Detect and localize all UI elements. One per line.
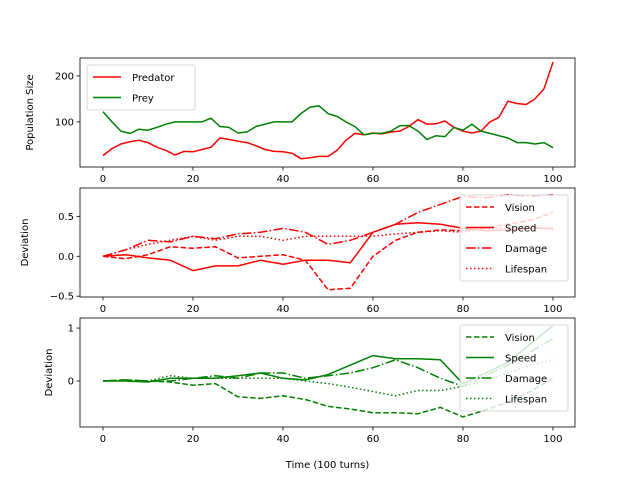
legend-label-lifespan: Lifespan bbox=[505, 265, 547, 276]
y-tick-label: −0.5 bbox=[50, 292, 74, 303]
y-tick-label: 0 bbox=[68, 376, 74, 387]
y-axis-label: Deviation bbox=[20, 219, 31, 267]
x-tick-label: 0 bbox=[100, 174, 106, 185]
x-tick-label: 100 bbox=[543, 304, 562, 315]
legend-label-vision: Vision bbox=[505, 203, 535, 214]
x-tick-label: 60 bbox=[367, 434, 380, 445]
x-tick-label: 100 bbox=[543, 434, 562, 445]
legend-label-vision: Vision bbox=[505, 333, 535, 344]
legend-label-speed: Speed bbox=[505, 224, 536, 235]
x-tick-label: 80 bbox=[457, 434, 470, 445]
x-tick-label: 20 bbox=[187, 434, 200, 445]
series-line-lifespan bbox=[102, 225, 554, 258]
x-tick-label: 100 bbox=[543, 174, 562, 185]
x-tick-label: 80 bbox=[457, 174, 470, 185]
y-tick-label: 1 bbox=[68, 324, 74, 335]
x-axis-label: Time (100 turns) bbox=[285, 460, 370, 471]
x-tick-label: 20 bbox=[187, 304, 200, 315]
subplot-2: 0 20 40 60 80 100 −0.5 0.0 0.5 Deviation Vision Spe… bbox=[20, 187, 576, 315]
legend: Vision Speed Damage Lifespan bbox=[459, 194, 569, 282]
x-tick-label: 0 bbox=[100, 434, 106, 445]
series-line-vision bbox=[102, 377, 554, 418]
legend-label-damage: Damage bbox=[505, 244, 547, 255]
y-axis-label: Population Size bbox=[25, 74, 36, 150]
x-tick-label: 40 bbox=[277, 174, 290, 185]
y-axis-label: Deviation bbox=[44, 349, 55, 397]
legend-label-prey: Prey bbox=[132, 94, 154, 105]
axes-frame bbox=[79, 57, 576, 168]
legend-frame bbox=[459, 324, 569, 412]
x-tick-label: 60 bbox=[367, 174, 380, 185]
legend-label-predator: Predator bbox=[132, 73, 175, 84]
x-tick-label: 40 bbox=[277, 304, 290, 315]
x-tick-label: 0 bbox=[100, 304, 106, 315]
legend-label-damage: Damage bbox=[505, 374, 547, 385]
legend-label-lifespan: Lifespan bbox=[505, 395, 547, 406]
legend: Vision Speed Damage Lifespan bbox=[459, 324, 569, 412]
axes-frame bbox=[79, 317, 576, 428]
y-tick-label: 0.0 bbox=[58, 252, 74, 263]
x-tick-label: 60 bbox=[367, 304, 380, 315]
legend-label-speed: Speed bbox=[505, 354, 536, 365]
subplot-3: 0 20 40 60 80 100 0 1 Deviation Time (100 turns) V… bbox=[44, 317, 576, 471]
legend-frame bbox=[459, 194, 569, 282]
x-tick-label: 20 bbox=[187, 174, 200, 185]
y-tick-label: 200 bbox=[55, 71, 74, 82]
y-tick-label: 100 bbox=[55, 117, 74, 128]
series-line-prey bbox=[102, 105, 554, 149]
subplot-1: 0 20 40 60 80 100 100 200 Population Size Predato… bbox=[25, 57, 576, 185]
y-tick-label: 0.5 bbox=[58, 212, 74, 223]
x-tick-label: 80 bbox=[457, 304, 470, 315]
series-line-predator bbox=[102, 61, 554, 160]
legend: Predator Prey bbox=[86, 64, 196, 111]
x-tick-label: 40 bbox=[277, 434, 290, 445]
axes-frame bbox=[79, 187, 576, 298]
